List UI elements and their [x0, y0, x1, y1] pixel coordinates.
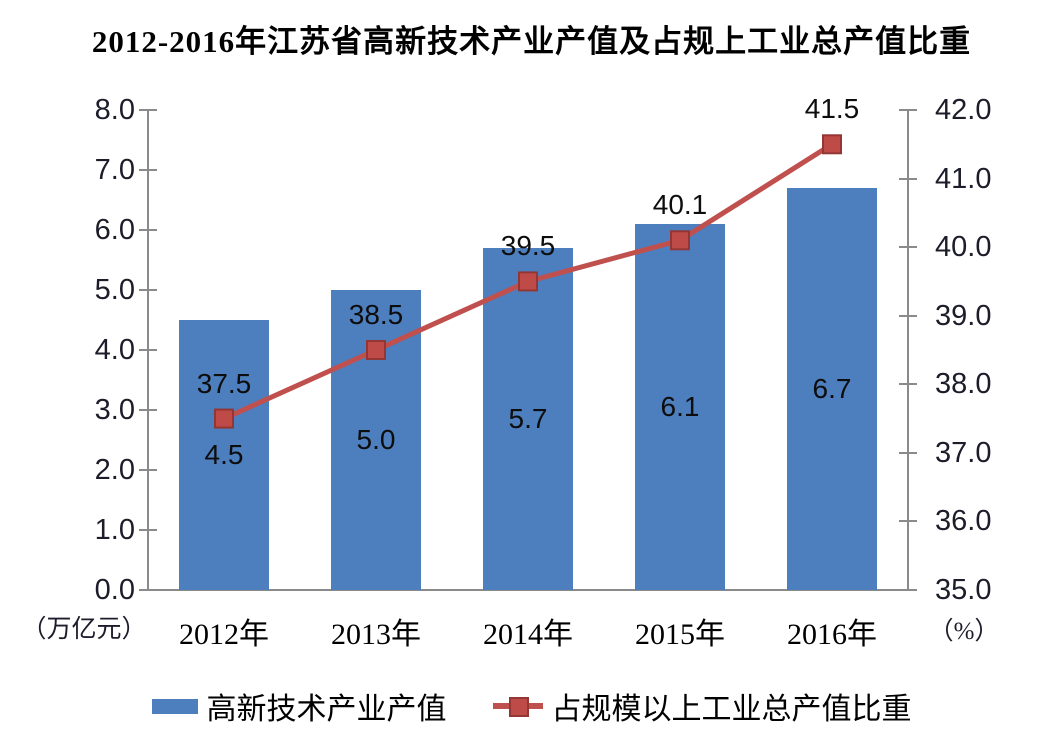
x-axis-category-label: 2012年	[179, 618, 269, 651]
line-marker	[822, 134, 842, 155]
left-axis-tick	[139, 349, 157, 351]
left-axis-tick	[139, 409, 157, 411]
bar-value-label: 4.5	[204, 439, 244, 470]
chart-title: 2012-2016年江苏省高新技术产业产值及占规上工业总产值比重	[91, 24, 972, 59]
right-axis-tick-label: 36.0	[935, 505, 992, 538]
right-axis-tick	[899, 314, 917, 317]
line-value-label: 38.5	[348, 299, 404, 330]
bar-value-label: 5.7	[508, 403, 548, 434]
bar-value-label: 6.7	[812, 373, 852, 404]
left-axis-tick-label: 0.0	[94, 574, 135, 606]
left-axis-tick	[139, 229, 157, 231]
line-value-label: 39.5	[500, 230, 556, 262]
line-marker-swatch-icon	[492, 696, 543, 717]
bar-value-label: 5.0	[356, 424, 396, 455]
right-axis-unit-label: （%）	[928, 618, 1000, 645]
right-axis-tick	[899, 177, 917, 180]
left-axis-tick-label: 3.0	[94, 394, 135, 426]
x-axis-category-label: 2015年	[635, 618, 725, 651]
left-axis-tick	[139, 289, 157, 291]
line-marker	[366, 340, 386, 360]
left-axis-tick-label: 8.0	[94, 94, 135, 126]
right-axis-tick	[899, 246, 917, 249]
x-axis-line	[147, 589, 909, 591]
bar	[787, 188, 877, 590]
left-axis-tick	[139, 169, 157, 171]
x-axis-category-label: 2013年	[331, 618, 421, 651]
right-axis-tick	[899, 520, 917, 523]
legend-bar-label: 高新技术产业产值	[206, 693, 447, 726]
left-axis-tick-label: 5.0	[94, 274, 135, 306]
right-axis-line	[907, 110, 909, 591]
right-axis-tick-label: 39.0	[935, 299, 992, 332]
x-axis-category-label: 2014年	[483, 618, 573, 651]
right-axis-tick-label: 38.0	[935, 368, 992, 401]
left-axis-tick	[139, 109, 157, 111]
legend-item-bar-series: 高新技术产业产值	[151, 684, 447, 728]
bar	[483, 248, 573, 590]
right-axis-tick	[899, 451, 917, 454]
bar	[635, 224, 725, 590]
left-axis-tick	[139, 529, 157, 531]
line-series	[214, 134, 842, 429]
right-axis-tick-label: 40.0	[935, 231, 992, 264]
right-axis-tick-label: 41.0	[935, 162, 992, 195]
legend-line-marker	[508, 697, 529, 717]
left-axis-tick-label: 7.0	[94, 154, 135, 186]
left-axis-tick	[139, 469, 157, 471]
bar-swatch-icon	[151, 698, 198, 714]
right-axis-tick-label: 37.0	[935, 436, 992, 469]
line-value-label: 40.1	[652, 189, 708, 221]
right-axis-tick	[899, 109, 917, 111]
legend-line-label: 占规模以上工业总产值比重	[551, 693, 912, 726]
right-axis-tick	[899, 383, 917, 386]
line-marker	[214, 408, 234, 429]
legend: 高新技术产业产值 占规模以上工业总产值比重	[0, 684, 1063, 728]
legend-item-line-series: 占规模以上工业总产值比重	[492, 684, 912, 728]
right-axis-tick-label: 42.0	[935, 94, 992, 126]
line-value-label: 41.5	[804, 93, 860, 125]
x-axis-category-label: 2016年	[787, 618, 877, 651]
right-axis-tick	[899, 589, 917, 591]
bar-value-label: 6.1	[660, 391, 700, 422]
left-axis-tick-label: 2.0	[94, 454, 135, 486]
left-axis-tick-label: 4.0	[94, 334, 135, 366]
left-axis-tick	[139, 589, 157, 591]
line-value-label: 37.5	[196, 367, 252, 399]
left-axis-tick-label: 6.0	[94, 214, 135, 246]
left-axis-unit-label: （万亿元）	[21, 616, 147, 643]
right-axis-tick-label: 35.0	[935, 574, 992, 606]
line-marker	[518, 271, 538, 292]
left-axis-tick-label: 1.0	[94, 514, 135, 546]
bar	[179, 320, 269, 590]
line-marker	[670, 230, 690, 251]
